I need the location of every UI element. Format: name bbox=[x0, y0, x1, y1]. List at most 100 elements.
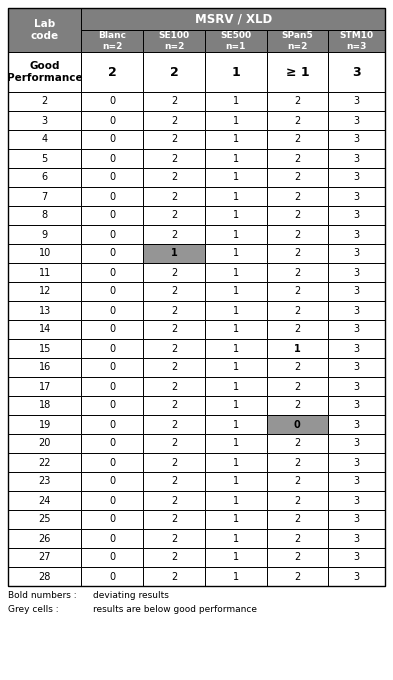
Bar bbox=[81, 491, 143, 510]
Bar bbox=[266, 415, 328, 434]
Text: 1: 1 bbox=[233, 248, 239, 258]
Bar bbox=[81, 415, 143, 434]
Text: 0: 0 bbox=[109, 534, 116, 543]
Bar bbox=[328, 567, 385, 586]
Bar bbox=[8, 244, 81, 263]
Bar bbox=[143, 149, 205, 168]
Text: 0: 0 bbox=[109, 211, 116, 220]
Bar bbox=[81, 453, 143, 472]
Bar bbox=[81, 225, 143, 244]
Bar bbox=[328, 453, 385, 472]
Text: 3: 3 bbox=[354, 211, 360, 220]
Bar bbox=[328, 168, 385, 187]
Text: 2: 2 bbox=[294, 324, 301, 335]
Text: 7: 7 bbox=[42, 192, 48, 201]
Text: 0: 0 bbox=[109, 458, 116, 468]
Text: 18: 18 bbox=[39, 401, 51, 411]
Text: 2: 2 bbox=[294, 305, 301, 316]
Bar bbox=[205, 130, 266, 149]
Text: 2: 2 bbox=[294, 571, 301, 581]
Text: 1: 1 bbox=[231, 65, 240, 78]
Bar bbox=[266, 225, 328, 244]
Text: 3: 3 bbox=[354, 173, 360, 182]
Text: 2: 2 bbox=[294, 362, 301, 373]
Bar bbox=[8, 358, 81, 377]
Text: 1: 1 bbox=[171, 248, 177, 258]
Text: 9: 9 bbox=[42, 230, 48, 239]
Text: 2: 2 bbox=[171, 552, 177, 562]
Bar bbox=[81, 149, 143, 168]
Bar bbox=[266, 472, 328, 491]
Bar bbox=[328, 206, 385, 225]
Text: 2: 2 bbox=[294, 552, 301, 562]
Text: 1: 1 bbox=[233, 267, 239, 277]
Text: 1: 1 bbox=[233, 439, 239, 449]
Bar bbox=[81, 263, 143, 282]
Text: MSRV / XLD: MSRV / XLD bbox=[195, 12, 272, 25]
Bar bbox=[81, 187, 143, 206]
Text: 2: 2 bbox=[171, 135, 177, 145]
Text: 0: 0 bbox=[109, 97, 116, 107]
Text: 2: 2 bbox=[171, 420, 177, 430]
Bar bbox=[328, 52, 385, 92]
Bar bbox=[81, 244, 143, 263]
Text: 0: 0 bbox=[109, 135, 116, 145]
Bar bbox=[266, 453, 328, 472]
Bar bbox=[205, 548, 266, 567]
Bar bbox=[266, 149, 328, 168]
Text: 2: 2 bbox=[294, 458, 301, 468]
Text: 28: 28 bbox=[39, 571, 51, 581]
Bar bbox=[81, 30, 143, 52]
Text: 0: 0 bbox=[109, 571, 116, 581]
Text: 0: 0 bbox=[109, 362, 116, 373]
Text: 2: 2 bbox=[171, 192, 177, 201]
Text: 2: 2 bbox=[294, 116, 301, 126]
Text: 1: 1 bbox=[233, 116, 239, 126]
Text: 2: 2 bbox=[294, 248, 301, 258]
Text: 2: 2 bbox=[294, 534, 301, 543]
Text: 12: 12 bbox=[39, 286, 51, 296]
Text: 3: 3 bbox=[354, 534, 360, 543]
Bar bbox=[81, 377, 143, 396]
Bar bbox=[8, 491, 81, 510]
Bar bbox=[8, 149, 81, 168]
Text: 3: 3 bbox=[354, 571, 360, 581]
Bar bbox=[205, 111, 266, 130]
Text: 0: 0 bbox=[109, 552, 116, 562]
Text: 2: 2 bbox=[171, 477, 177, 486]
Text: 2: 2 bbox=[171, 571, 177, 581]
Text: 20: 20 bbox=[39, 439, 51, 449]
Text: SPan5
n=2: SPan5 n=2 bbox=[281, 31, 313, 51]
Bar bbox=[81, 8, 385, 30]
Text: 2: 2 bbox=[294, 515, 301, 524]
Text: 0: 0 bbox=[109, 515, 116, 524]
Bar bbox=[143, 567, 205, 586]
Bar bbox=[328, 529, 385, 548]
Bar bbox=[328, 415, 385, 434]
Bar bbox=[266, 491, 328, 510]
Text: 2: 2 bbox=[171, 439, 177, 449]
Text: 2: 2 bbox=[294, 267, 301, 277]
Bar bbox=[328, 320, 385, 339]
Text: 14: 14 bbox=[39, 324, 51, 335]
Text: 2: 2 bbox=[171, 362, 177, 373]
Bar bbox=[81, 567, 143, 586]
Bar bbox=[143, 244, 205, 263]
Bar bbox=[205, 187, 266, 206]
Text: 23: 23 bbox=[39, 477, 51, 486]
Bar bbox=[328, 149, 385, 168]
Text: 0: 0 bbox=[294, 420, 301, 430]
Bar bbox=[266, 206, 328, 225]
Text: 0: 0 bbox=[109, 305, 116, 316]
Text: 2: 2 bbox=[171, 267, 177, 277]
Bar bbox=[205, 225, 266, 244]
Bar bbox=[81, 529, 143, 548]
Text: 3: 3 bbox=[354, 192, 360, 201]
Text: 2: 2 bbox=[171, 381, 177, 392]
Text: 0: 0 bbox=[109, 173, 116, 182]
Text: 2: 2 bbox=[294, 173, 301, 182]
Text: 3: 3 bbox=[354, 154, 360, 163]
Bar bbox=[143, 358, 205, 377]
Bar bbox=[81, 358, 143, 377]
Text: 1: 1 bbox=[233, 496, 239, 505]
